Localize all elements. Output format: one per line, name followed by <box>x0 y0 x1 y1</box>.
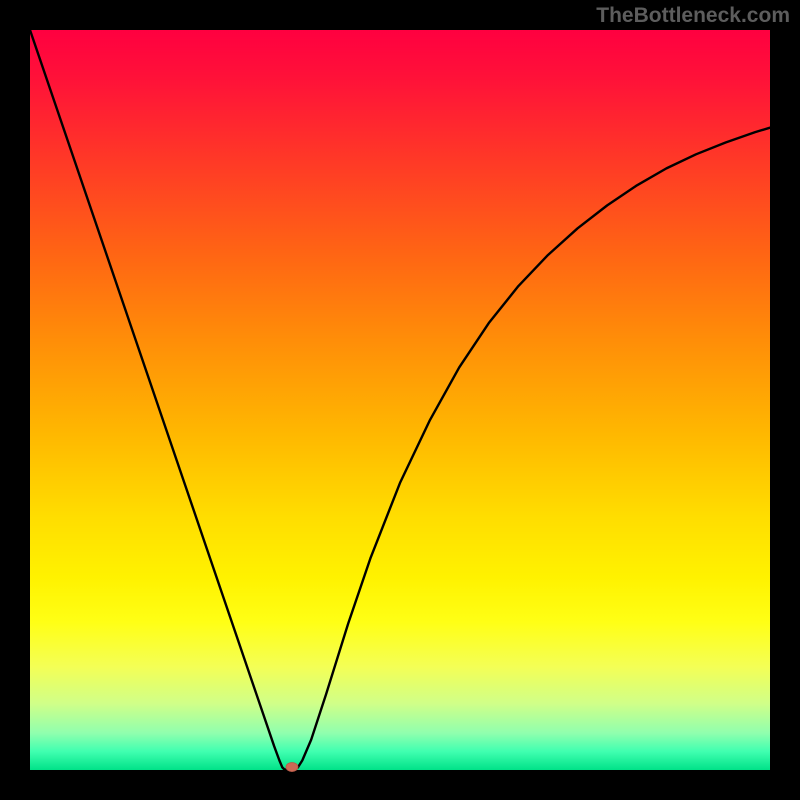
bottleneck-chart: TheBottleneck.com <box>0 0 800 800</box>
chart-svg <box>0 0 800 800</box>
plot-background <box>30 30 770 770</box>
optimal-marker <box>286 763 298 772</box>
